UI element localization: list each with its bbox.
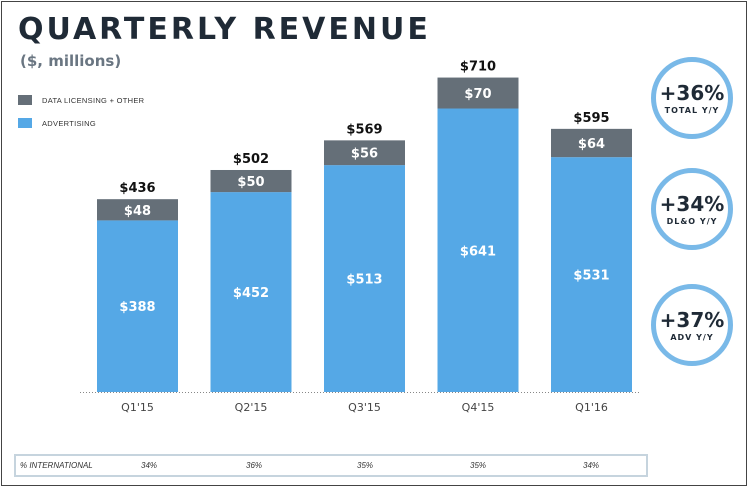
kpi-total-value: +36% [659,80,725,105]
bar-data-licensing [551,128,632,158]
bar-data-licensing [97,199,178,221]
legend-swatch-advertising [18,118,32,128]
kpi-adv-yoy: +37% ADV Y/Y [651,284,733,366]
legend: DATA LICENSING + OTHER ADVERTISING [18,94,144,140]
bar-advertising [324,165,405,392]
bar-advertising [437,108,519,392]
data-label-total: $569 [346,122,382,137]
data-label-data-licensing: $50 [237,175,264,190]
x-tick-label: Q1'16 [575,401,608,414]
kpi-dlo-label: DL&O Y/Y [666,216,718,226]
bar-data-licensing [324,140,405,166]
x-tick-label: Q3'15 [348,401,381,414]
x-tick-label: Q1'15 [121,401,154,414]
data-label-total: $436 [119,181,155,196]
legend-swatch-dlo [18,95,32,105]
data-label-advertising: $388 [119,300,155,315]
bar-advertising [210,192,292,392]
bar-chart: $388 $48 $436 Q1'15 $452 $50 $502 Q2'15 $513 $56 $… [80,60,640,414]
data-label-data-licensing: $64 [578,137,605,152]
international-value-q2-15: 36% [246,461,263,470]
x-tick-label: Q4'15 [462,401,495,414]
bar-data-licensing [210,169,292,193]
international-value-q1-15: 34% [141,461,158,470]
kpi-total-yoy: +36% TOTAL Y/Y [651,57,733,139]
kpi-dlo-yoy: +34% DL&O Y/Y [651,168,733,250]
data-label-total: $595 [573,111,609,126]
bar-advertising [551,157,632,392]
international-value-q3-15: 35% [357,461,374,470]
international-value-q1-16: 34% [583,461,600,470]
international-row: % INTERNATIONAL 34% 36% 35% 35% 34% [14,454,648,477]
kpi-adv-label: ADV Y/Y [670,332,714,342]
data-label-advertising: $531 [573,269,609,284]
data-label-advertising: $513 [346,273,382,288]
data-label-data-licensing: $70 [464,87,491,102]
bar-advertising [97,220,178,392]
kpi-total-label: TOTAL Y/Y [664,105,720,115]
data-label-data-licensing: $56 [351,147,378,162]
data-label-data-licensing: $48 [124,204,151,219]
legend-item-advertising: ADVERTISING [18,117,144,129]
legend-label-dlo: DATA LICENSING + OTHER [42,95,145,105]
kpi-dlo-value: +34% [659,191,725,216]
legend-label-advertising: ADVERTISING [42,118,97,128]
x-tick-label: Q2'15 [235,401,268,414]
legend-item-dlo: DATA LICENSING + OTHER [18,94,144,106]
bar-data-licensing [437,77,519,109]
kpi-adv-value: +37% [659,307,725,332]
chart-subtitle: ($, millions) [20,52,122,70]
data-label-advertising: $452 [233,286,269,301]
data-label-total: $502 [233,152,269,167]
international-label: % INTERNATIONAL [20,461,93,470]
international-value-q4-15: 35% [470,461,487,470]
chart-title: QUARTERLY REVENUE [18,12,431,47]
data-label-advertising: $641 [460,244,496,259]
data-label-total: $710 [460,60,496,75]
